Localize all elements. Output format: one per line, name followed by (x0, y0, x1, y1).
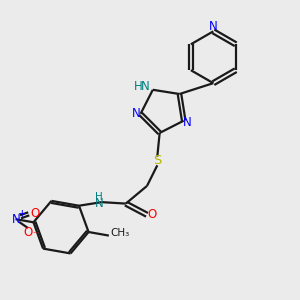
Text: O: O (148, 208, 157, 221)
Text: N: N (11, 213, 20, 226)
Text: N: N (183, 116, 192, 129)
Text: CH₃: CH₃ (110, 228, 130, 238)
Text: ⁻: ⁻ (32, 230, 38, 240)
Text: S: S (153, 154, 161, 166)
Text: O: O (23, 226, 32, 239)
Text: +: + (18, 209, 27, 219)
Text: N: N (141, 80, 150, 93)
Text: N: N (209, 20, 218, 32)
Text: H: H (95, 192, 103, 202)
Text: N: N (95, 197, 104, 210)
Text: N: N (132, 107, 141, 120)
Text: O: O (31, 207, 40, 220)
Text: H: H (134, 80, 142, 93)
